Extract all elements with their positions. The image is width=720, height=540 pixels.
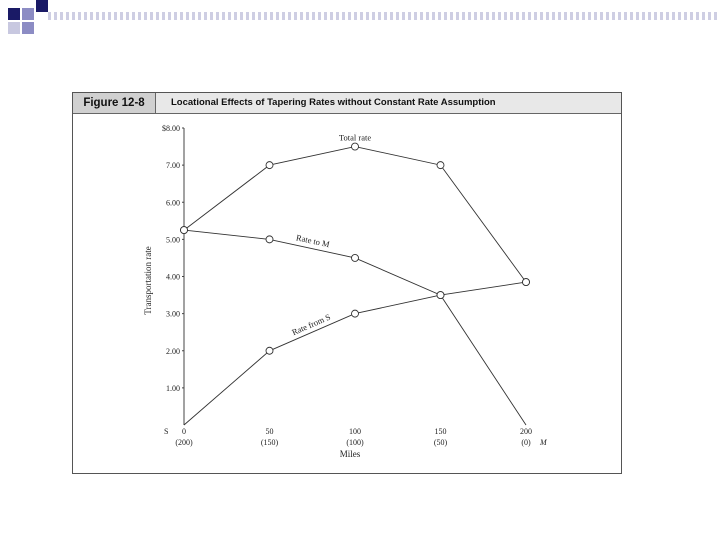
y-tick-label: 3.00 (166, 310, 180, 319)
y-axis-label: Transportation rate (143, 246, 153, 314)
series-label-rate-to-m: Rate to M (295, 232, 331, 249)
x-tick-label-reverse: (50) (434, 438, 448, 447)
y-tick-label: 6.00 (166, 198, 180, 207)
x-end-label-m: M (539, 438, 548, 447)
data-point (351, 253, 359, 262)
y-tick-label: 2.00 (166, 347, 180, 356)
figure-box: Figure 12-8 Locational Effects of Taperi… (72, 92, 622, 474)
figure-header: Figure 12-8 Locational Effects of Taperi… (73, 93, 621, 114)
x-tick-label: 100 (349, 427, 361, 436)
series-label-total-rate: Total rate (339, 133, 371, 143)
x-axis-ticks: 0 (200) 50 (150) 100 (100) 150 (50) 200 (0) S M Mile… (164, 427, 548, 459)
y-axis-ticks: $8.00 7.00 6.00 5.00 4.00 3.00 2.00 1.00 Transpo… (143, 124, 184, 393)
deco-square-2 (22, 8, 34, 20)
chart-points (180, 142, 530, 355)
x-tick-label: 150 (435, 427, 447, 436)
y-tick-label: 4.00 (166, 273, 180, 282)
data-point (265, 235, 274, 244)
series-label-rate-from-s: Rate from S (290, 312, 332, 338)
x-end-label-s: S (164, 427, 168, 436)
x-tick-label: 50 (266, 427, 274, 436)
y-tick-label: 5.00 (166, 235, 180, 244)
data-point (265, 161, 274, 170)
chart-annotations: Total rate Rate to M Rate from S (290, 133, 371, 338)
y-tick-label: 7.00 (166, 161, 180, 170)
x-tick-label-reverse: (150) (261, 438, 279, 447)
data-point (351, 142, 359, 151)
series-line-2 (183, 281, 527, 426)
deco-square-1 (8, 8, 20, 20)
data-point (436, 291, 445, 300)
data-point (522, 278, 530, 287)
data-point (436, 161, 445, 170)
data-point (180, 226, 188, 235)
y-tick-label: 1.00 (166, 384, 180, 393)
x-axis-label: Miles (340, 449, 361, 459)
x-tick-label: 200 (520, 427, 532, 436)
x-tick-label-reverse: (100) (346, 438, 364, 447)
deco-square-3 (22, 22, 34, 34)
deco-square-4 (36, 0, 48, 12)
header-stripe (48, 12, 720, 20)
chart-series (183, 146, 527, 426)
data-point (351, 309, 359, 318)
deco-square-5 (8, 22, 20, 34)
x-tick-label: 0 (182, 427, 186, 436)
data-point (265, 346, 274, 355)
figure-title: Locational Effects of Tapering Rates wit… (171, 97, 496, 108)
x-tick-label-reverse: (200) (175, 438, 193, 447)
y-tick-label: $8.00 (162, 124, 180, 133)
x-tick-label-reverse: (0) (521, 438, 531, 447)
figure-label: Figure 12-8 (73, 93, 156, 113)
